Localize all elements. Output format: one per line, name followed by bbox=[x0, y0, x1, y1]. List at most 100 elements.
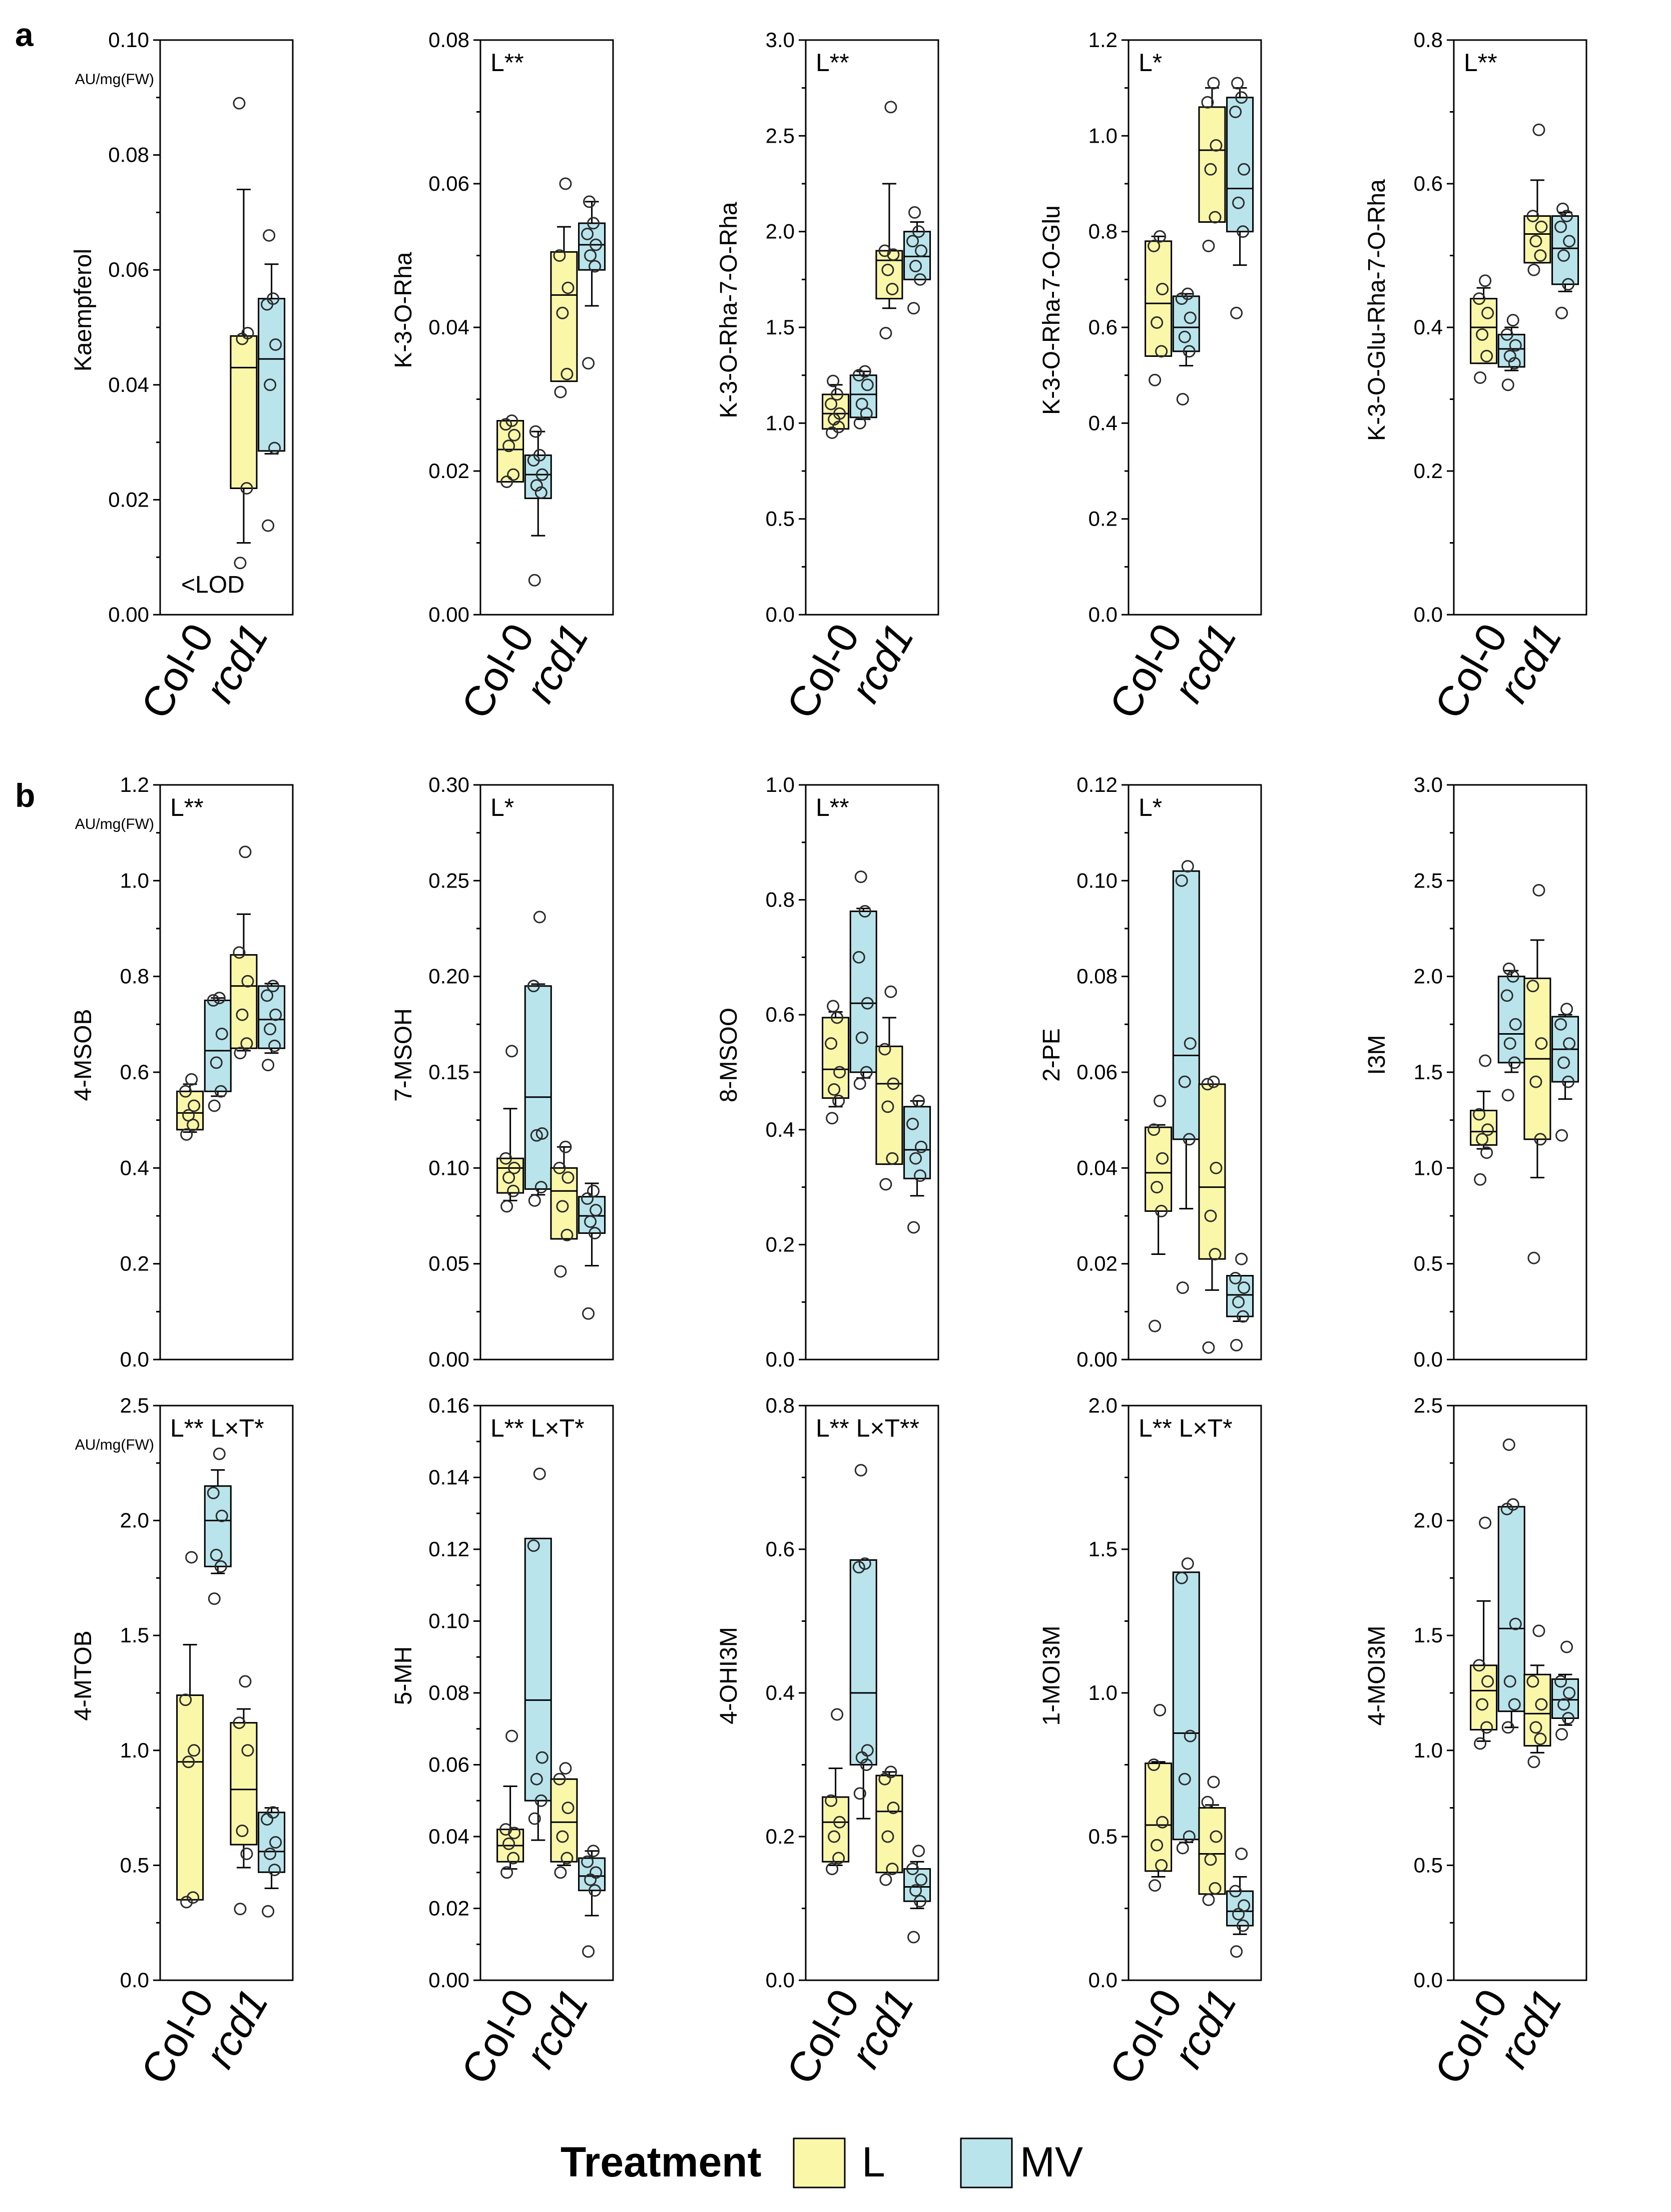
data-point bbox=[1183, 1830, 1196, 1843]
data-point bbox=[264, 1023, 277, 1036]
data-point bbox=[268, 1039, 281, 1052]
data-point bbox=[909, 1884, 922, 1897]
y-tick-label: 0.2 bbox=[120, 1252, 149, 1275]
box-col-0-mv bbox=[849, 870, 877, 1090]
data-point bbox=[187, 1891, 200, 1904]
y-tick-label: 1.5 bbox=[1414, 1623, 1443, 1647]
box-rcd1-mv bbox=[578, 1182, 606, 1320]
data-point bbox=[912, 1845, 925, 1858]
data-point bbox=[878, 244, 891, 257]
y-tick-label: 0.02 bbox=[428, 459, 469, 483]
data-point bbox=[1154, 230, 1167, 243]
y-tick-label: 0.05 bbox=[428, 1252, 469, 1275]
data-point bbox=[1151, 316, 1164, 329]
chart-7-msoh: 0.00 0.05 0.10 0.15 0.20 0.25 0.30 7-MSOH L* bbox=[390, 773, 614, 1371]
data-point bbox=[1183, 1133, 1196, 1146]
data-point bbox=[556, 306, 569, 319]
box-rcd1-l bbox=[875, 101, 903, 339]
data-point bbox=[261, 989, 274, 1002]
data-point bbox=[1527, 263, 1540, 276]
data-point bbox=[855, 397, 868, 410]
data-point bbox=[1154, 1703, 1167, 1716]
data-point bbox=[505, 1045, 518, 1058]
data-point bbox=[535, 1751, 548, 1764]
data-point bbox=[1230, 1339, 1243, 1352]
box-body bbox=[524, 1537, 552, 1802]
box-rcd1-mv bbox=[258, 1806, 286, 1918]
y-tick-label: 3.0 bbox=[1414, 773, 1443, 796]
data-point bbox=[827, 374, 840, 387]
y-tick-label: 0.12 bbox=[1076, 773, 1118, 796]
data-point bbox=[908, 206, 921, 219]
data-point bbox=[180, 1896, 193, 1909]
chart-5-mh: 0.00 0.02 0.04 0.06 0.08 0.10 0.12 0.14 0.16 5-MH… bbox=[390, 1394, 614, 2092]
data-point bbox=[533, 1467, 546, 1480]
box-rcd1-l bbox=[550, 1140, 578, 1278]
data-point bbox=[914, 1895, 927, 1908]
data-point bbox=[858, 905, 871, 918]
data-point bbox=[589, 1226, 602, 1239]
y-tick-label: 1.5 bbox=[766, 315, 795, 339]
data-point bbox=[825, 1794, 838, 1807]
data-point bbox=[1184, 1037, 1197, 1050]
data-point bbox=[234, 557, 247, 570]
y-tick-label: 0.6 bbox=[1088, 315, 1118, 339]
y-tick-label: 0.8 bbox=[766, 1394, 795, 1417]
box-col-0-l bbox=[176, 1073, 204, 1141]
y-tick-label: 0.25 bbox=[428, 868, 469, 892]
data-point bbox=[1230, 306, 1243, 319]
box-body bbox=[1145, 1762, 1173, 1872]
data-point bbox=[1210, 139, 1223, 152]
y-tick-label: 0.14 bbox=[428, 1466, 469, 1489]
box-col-0-l bbox=[1145, 230, 1173, 386]
y-tick-label: 0.16 bbox=[428, 1394, 469, 1417]
data-point bbox=[884, 1765, 897, 1779]
y-tick-label: 0.06 bbox=[1076, 1060, 1118, 1084]
data-point bbox=[240, 1037, 253, 1050]
data-point bbox=[1534, 1732, 1547, 1745]
data-point bbox=[554, 385, 567, 398]
data-point bbox=[906, 1117, 919, 1130]
box-body bbox=[204, 1000, 232, 1092]
y-axis-label: 8-MSOO bbox=[716, 1008, 742, 1102]
data-point bbox=[1232, 1908, 1245, 1921]
y-tick-label: 0.10 bbox=[108, 28, 149, 52]
data-point bbox=[1149, 1879, 1162, 1892]
data-point bbox=[1176, 1842, 1189, 1855]
data-point bbox=[858, 1557, 871, 1570]
data-point bbox=[1560, 1640, 1573, 1653]
data-point bbox=[1500, 989, 1513, 1002]
box-body bbox=[822, 1017, 850, 1099]
data-point bbox=[1201, 1796, 1214, 1809]
y-tick-label: 1.0 bbox=[120, 1738, 149, 1762]
data-point bbox=[239, 1675, 252, 1688]
legend-swatch-l bbox=[793, 2137, 846, 2188]
box-col-0-l bbox=[1470, 1054, 1498, 1186]
y-tick-label: 0.12 bbox=[428, 1537, 469, 1561]
data-point bbox=[508, 1161, 521, 1174]
data-point bbox=[240, 1847, 253, 1860]
data-point bbox=[907, 1221, 920, 1234]
box-rcd1-l bbox=[875, 985, 903, 1191]
data-point bbox=[1529, 1721, 1542, 1734]
data-point bbox=[1181, 287, 1194, 300]
data-point bbox=[1474, 371, 1487, 384]
box-body bbox=[1470, 1664, 1498, 1730]
data-point bbox=[833, 1066, 846, 1079]
data-point bbox=[1201, 1078, 1214, 1091]
y-tick-label: 2.5 bbox=[120, 1394, 149, 1417]
box-col-0-mv bbox=[524, 911, 552, 1207]
y-axis-label: 2-PE bbox=[1038, 1028, 1065, 1082]
data-point bbox=[1184, 1729, 1197, 1742]
data-point bbox=[1148, 1123, 1161, 1136]
data-point bbox=[1175, 874, 1188, 887]
y-tick-label: 1.0 bbox=[766, 411, 795, 434]
data-point bbox=[179, 1085, 192, 1098]
y-axis-label: 1-MOI3M bbox=[1038, 1626, 1065, 1726]
unit-label: AU/mg(FW) bbox=[75, 816, 154, 832]
data-point bbox=[887, 1802, 900, 1815]
data-point bbox=[854, 870, 867, 883]
data-point bbox=[1476, 1698, 1489, 1711]
y-tick-label: 0.00 bbox=[428, 603, 469, 626]
